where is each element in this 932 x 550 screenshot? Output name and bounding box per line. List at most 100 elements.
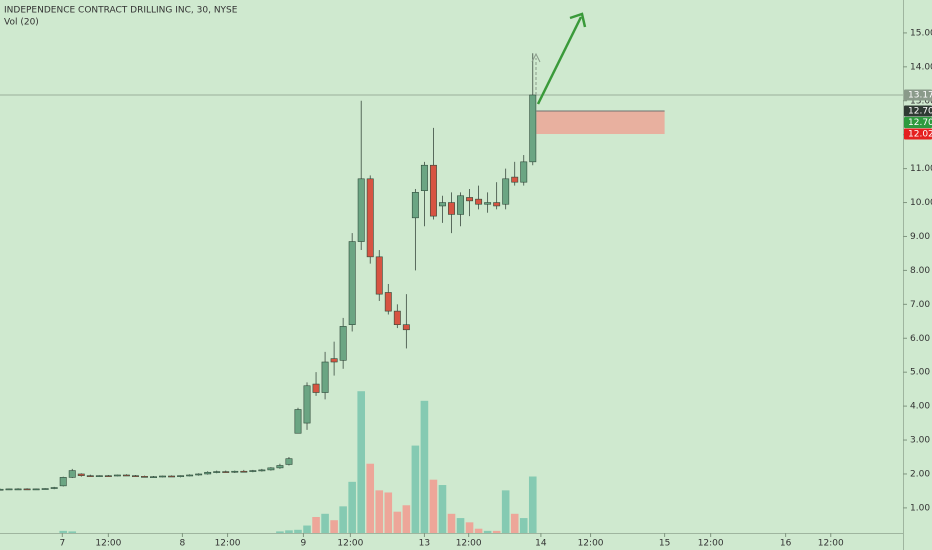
volume-bar	[68, 531, 77, 533]
candle-body	[276, 465, 284, 469]
candle-body	[168, 475, 176, 478]
candle-body	[520, 161, 528, 183]
candle-body	[330, 358, 338, 363]
volume-bar	[357, 391, 365, 533]
candle-body	[393, 310, 401, 325]
candle-body	[348, 241, 356, 325]
candle-body	[240, 470, 248, 473]
volume-bar	[330, 520, 338, 533]
price-label-box	[904, 89, 932, 101]
candle-body	[439, 202, 446, 207]
candle-body	[366, 178, 374, 258]
candle-body	[285, 458, 293, 465]
volume-bar	[438, 485, 447, 533]
volume-bar	[465, 522, 474, 533]
candle-body	[475, 198, 483, 205]
candle-body	[95, 475, 103, 477]
candle-body	[32, 488, 40, 491]
price-label-box	[904, 116, 932, 128]
volume-bar	[59, 530, 68, 533]
y-tick-label: 9.00	[910, 232, 930, 242]
volume-bar	[393, 511, 402, 533]
candle-body	[529, 94, 537, 163]
y-tick-label: 6.00	[910, 334, 930, 344]
candle-body	[204, 471, 212, 475]
candle-body	[294, 409, 302, 434]
volume-bar	[519, 518, 528, 533]
volume-bar	[375, 490, 384, 533]
y-tick-label: 2.00	[910, 469, 930, 479]
volume-bar	[456, 518, 465, 533]
candle-body	[213, 471, 221, 473]
candle-body	[448, 202, 455, 215]
y-tick-label: 1.00	[910, 503, 930, 513]
plot-layer	[0, 53, 903, 533]
candle-body	[186, 474, 194, 477]
price-label: 12.70	[908, 118, 932, 128]
candle-body	[59, 477, 67, 487]
x-tick-label: 8	[180, 539, 186, 549]
candle-body	[429, 164, 437, 217]
volume-bar	[492, 530, 501, 533]
candle-body	[312, 383, 320, 393]
volume-bar	[402, 505, 411, 533]
price-label: 12.02	[908, 130, 932, 140]
candle-body	[86, 475, 94, 477]
volume-bar	[348, 481, 356, 533]
volume-bar	[294, 529, 302, 533]
candle-body	[68, 470, 76, 478]
volume-bar	[483, 530, 492, 533]
y-tick-label: 4.00	[910, 402, 930, 412]
projection-arrowhead	[531, 52, 541, 63]
volume-bar	[474, 528, 483, 533]
candle-body	[384, 292, 392, 312]
candle-body	[457, 195, 464, 215]
volume-bar	[321, 513, 329, 533]
candle-body	[321, 361, 329, 393]
y-tick-label: 8.00	[910, 266, 930, 276]
trend-arrow	[536, 16, 583, 105]
x-tick-label: 12:00	[95, 539, 121, 549]
candle-body	[23, 488, 31, 491]
candle-body	[122, 474, 130, 477]
volume-bar	[384, 492, 393, 533]
price-label: 13.17	[908, 90, 932, 100]
x-tick-label: 12:00	[818, 539, 844, 549]
volume-bar	[429, 479, 438, 533]
trend-arrowhead	[569, 12, 587, 28]
y-tick-label: 10.00	[910, 198, 932, 208]
volume-bar	[366, 463, 375, 533]
candle-body	[258, 469, 266, 472]
candle-body	[131, 475, 139, 477]
candle-body	[484, 202, 492, 205]
candle-body	[493, 202, 501, 207]
x-tick-label: 12:00	[337, 539, 363, 549]
candle-body	[77, 473, 85, 476]
volume-bar	[501, 490, 510, 533]
candle-body	[420, 164, 428, 191]
y-tick-label: 7.00	[910, 300, 930, 310]
candle-body	[41, 488, 49, 490]
candle-body	[141, 476, 148, 478]
x-tick-label: 7	[59, 539, 65, 549]
candle-body	[104, 475, 112, 477]
volume-bar	[312, 517, 320, 533]
y-tick-label: 13.00	[910, 96, 932, 106]
y-tick-label: 5.00	[910, 368, 930, 378]
candle-body	[159, 475, 167, 478]
price-label-box	[904, 128, 932, 140]
candle-body	[195, 473, 203, 476]
volume-bar	[339, 506, 347, 533]
chart-title: INDEPENDENCE CONTRACT DRILLING INC, 30, …	[4, 6, 238, 16]
volume-bar	[420, 400, 429, 533]
price-label: 12.70	[908, 106, 932, 116]
y-tick-label: 3.00	[910, 436, 930, 446]
candle-body	[511, 176, 519, 183]
x-tick-label: 12:00	[578, 539, 604, 549]
candle-body	[339, 326, 347, 361]
volume-bar	[303, 525, 311, 533]
price-label-box	[904, 105, 932, 117]
candle-body	[222, 471, 230, 473]
candle-body	[231, 470, 239, 473]
